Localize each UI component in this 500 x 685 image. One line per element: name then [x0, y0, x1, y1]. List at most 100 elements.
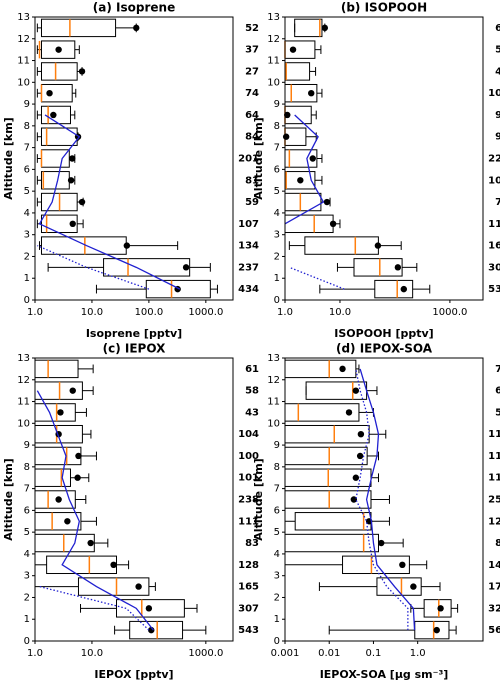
count-label: 110	[488, 429, 500, 440]
y-tick-label: 3	[24, 571, 30, 582]
y-tick-label: 2	[24, 251, 30, 262]
box	[284, 533, 379, 553]
count-label: 104	[238, 429, 259, 440]
mean	[145, 605, 153, 612]
y-tick-label: 0	[274, 295, 280, 306]
box	[304, 236, 379, 255]
mean	[339, 365, 346, 373]
box	[40, 105, 71, 125]
y-tick-label: 6	[274, 164, 280, 175]
count-label: 37	[245, 45, 259, 56]
mean	[357, 430, 365, 438]
profile-line	[39, 585, 150, 631]
plot-frame	[34, 357, 234, 642]
count-label: 128	[238, 560, 259, 571]
box	[34, 359, 79, 379]
panel-title: (b) ISOPOOH	[341, 1, 427, 15]
mean	[123, 242, 131, 249]
count-label: 76	[495, 197, 500, 208]
mean	[352, 474, 360, 481]
x-tick-label: 1000.0	[188, 307, 223, 318]
x-tick-label: 1.0	[27, 307, 43, 318]
y-tick-label: 12	[267, 34, 280, 45]
count-label: 115	[488, 219, 500, 230]
box	[414, 620, 450, 640]
count-label: 50	[495, 407, 500, 418]
count-label: 64	[245, 110, 259, 121]
x-axis-label: IEPOX [pptv]	[94, 668, 173, 681]
y-tick-label: 0	[24, 295, 30, 306]
count-label: 165	[238, 582, 259, 593]
count-label: 160	[488, 241, 500, 252]
y-tick-label: 3	[24, 230, 30, 241]
box	[284, 446, 368, 466]
y-axis-label: Altitude [km]	[252, 117, 265, 199]
mean	[74, 474, 81, 481]
mean	[308, 89, 315, 97]
y-axis-label: Altitude [km]	[2, 117, 15, 199]
y-tick-label: 11	[17, 397, 30, 408]
count-label: 100	[238, 451, 259, 462]
x-tick-label: 1000.0	[432, 307, 467, 318]
box	[34, 403, 76, 422]
profile-line	[36, 390, 154, 631]
count-label: 101	[238, 473, 259, 484]
y-tick-label: 11	[267, 56, 280, 67]
x-tick-label: 10.0	[81, 307, 103, 318]
x-tick-label: 10.0	[329, 307, 351, 318]
count-label: 102	[488, 88, 500, 99]
x-tick-label: 1.0	[410, 648, 426, 659]
box	[40, 171, 70, 190]
box	[103, 258, 191, 277]
mean	[329, 220, 337, 228]
count-label: 42	[495, 66, 500, 77]
mean	[378, 539, 385, 547]
mean	[345, 409, 353, 416]
plot-frame	[34, 16, 234, 301]
y-tick-label: 1	[274, 614, 280, 625]
x-axis-label: ISOPOOH [pptv]	[334, 327, 433, 340]
count-label: 99	[495, 132, 500, 143]
y-tick-label: 4	[24, 208, 30, 219]
count-label: 305	[488, 262, 500, 273]
panel-title: (d) IEPOX-SOA	[336, 342, 433, 356]
box	[284, 424, 370, 444]
count-label: 43	[245, 407, 259, 418]
count-label: 112	[488, 451, 500, 462]
y-tick-label: 11	[17, 56, 30, 67]
count-label: 201	[238, 154, 259, 165]
y-axis-label: Altitude [km]	[2, 458, 15, 540]
x-tick-label: 100.0	[135, 307, 164, 318]
box	[353, 258, 403, 277]
y-tick-label: 9	[24, 440, 30, 451]
y-tick-label: 13	[267, 12, 280, 23]
x-tick-label: 0.01	[318, 648, 340, 659]
y-tick-label: 9	[274, 440, 280, 451]
mean	[55, 496, 62, 503]
box	[284, 490, 372, 509]
y-axis-label: Altitude [km]	[252, 458, 265, 540]
count-label: 74	[495, 364, 500, 375]
x-tick-label: 0.1	[365, 648, 381, 659]
box	[40, 149, 70, 168]
count-label: 535	[488, 284, 500, 295]
y-tick-label: 0	[24, 636, 30, 647]
count-label: 63	[495, 386, 500, 397]
y-tick-label: 8	[274, 121, 280, 132]
mean	[110, 561, 117, 569]
mean	[374, 242, 382, 249]
count-label: 58	[245, 386, 259, 397]
y-tick-label: 4	[274, 208, 280, 219]
mean	[282, 133, 290, 140]
mean	[68, 155, 76, 162]
panel-title: (c) IEPOX	[103, 342, 166, 356]
x-tick-label: 1.0	[277, 307, 293, 318]
mean	[433, 626, 440, 634]
count-label: 107	[238, 219, 259, 230]
y-tick-label: 12	[267, 375, 280, 386]
mean	[87, 539, 94, 547]
box	[284, 62, 311, 81]
mean	[394, 264, 402, 271]
y-tick-label: 10	[17, 418, 30, 429]
box	[423, 599, 452, 618]
